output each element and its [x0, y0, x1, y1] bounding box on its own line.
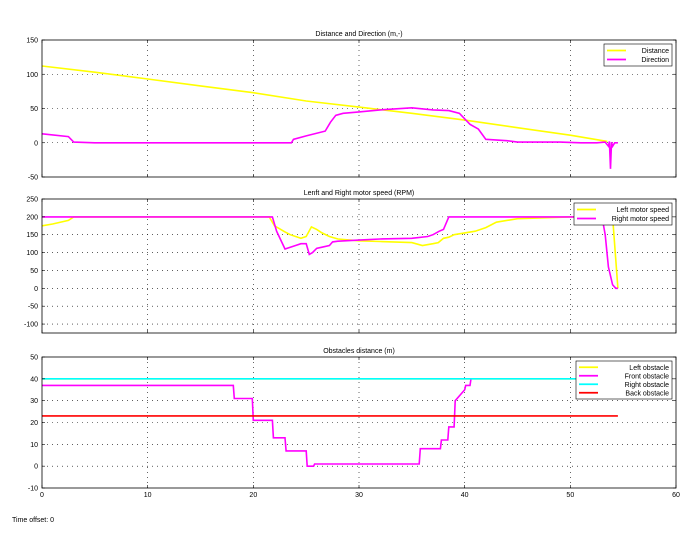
y-tick-label: 50 [30, 268, 38, 275]
legend-label: Direction [641, 57, 669, 64]
y-tick-label: 100 [26, 250, 38, 257]
y-tick-label: 10 [30, 442, 38, 449]
legend-label: Right obstacle [625, 382, 669, 389]
legend-label: Right motor speed [612, 216, 669, 223]
subplot-1: -50 0 50 100 150 Distance and Direction (m,-)… [26, 31, 677, 182]
legend-label: Left obstacle [629, 365, 669, 372]
y-tick-label: 250 [26, 197, 38, 204]
y-tick-label: -50 [28, 175, 38, 182]
time-offset-label: Time offset: [12, 517, 49, 524]
legend-label: Back obstacle [625, 390, 669, 397]
series-line-front-obstacle [42, 378, 472, 468]
subplot-title: Obstacles distance (m) [323, 348, 395, 355]
series-line-left-motor-speed [42, 216, 619, 289]
x-tick-label: 60 [672, 492, 680, 499]
x-tick-label: 20 [249, 492, 257, 499]
time-offset-value: 0 [50, 517, 55, 524]
y-tick-label: 200 [26, 214, 38, 221]
y-tick-label: 0 [34, 140, 38, 147]
y-tick-label: 30 [30, 398, 38, 405]
x-tick-label: 0 [40, 492, 44, 499]
time-offset-readout: Time offset: 0 [12, 517, 54, 524]
x-tick-label: 30 [355, 492, 363, 499]
series-line-right-motor-speed [42, 216, 618, 290]
subplot-title: Lenft and Right motor speed (RPM) [304, 190, 415, 197]
y-tick-label: 20 [30, 420, 38, 427]
x-tick-label: 50 [566, 492, 574, 499]
legend-box [603, 43, 673, 67]
x-tick-label: 40 [461, 492, 469, 499]
y-tick-label: 100 [26, 72, 38, 79]
y-tick-label: 0 [34, 464, 38, 471]
legend-label: Front obstacle [625, 373, 669, 380]
y-tick-label: 50 [30, 355, 38, 362]
y-tick-label: 150 [26, 38, 38, 45]
y-tick-label: -50 [28, 304, 38, 311]
y-tick-label: -100 [24, 322, 38, 329]
y-tick-label: 50 [30, 106, 38, 113]
subplot-2: -100 -50 0 50 100 150 200 250 Lenft and Right mo… [24, 190, 677, 334]
series-line-direction [42, 106, 618, 169]
subplot-title: Distance and Direction (m,-) [315, 31, 402, 38]
legend: Left motor speed Right motor speed [573, 202, 673, 226]
x-tick-label: 10 [144, 492, 152, 499]
legend-label: Left motor speed [616, 207, 669, 214]
y-tick-label: 150 [26, 232, 38, 239]
legend-box [573, 202, 673, 226]
legend: Distance Direction [603, 43, 673, 67]
legend-label: Distance [642, 48, 669, 55]
y-tick-label: 40 [30, 376, 38, 383]
series-line-distance [42, 65, 608, 143]
y-tick-label: -10 [28, 486, 38, 493]
y-tick-label: 0 [34, 286, 38, 293]
